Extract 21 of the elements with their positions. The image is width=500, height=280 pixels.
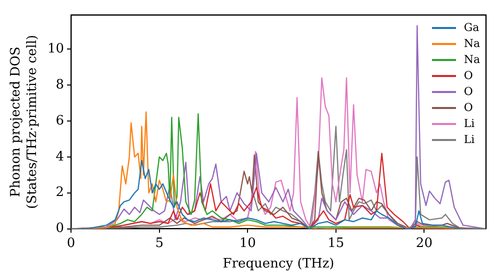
legend-label: Li <box>464 116 475 132</box>
legend-label: Na <box>464 52 480 68</box>
x-tick-label: 10 <box>239 236 256 251</box>
y-axis-title: Phonon projected DOS (States/THz·primitive cell) <box>8 34 40 209</box>
legend-label: Ga <box>464 20 480 36</box>
x-tick-label: 0 <box>66 236 76 251</box>
y-tick-label: 8 <box>56 77 64 92</box>
legend-label: Na <box>464 36 480 52</box>
legend-label: Li <box>464 132 475 148</box>
y-tick-label: 0 <box>56 221 64 236</box>
x-axis-title: Frequency (THz) <box>222 256 334 272</box>
legend-label: O <box>464 68 473 84</box>
y-tick-label: 6 <box>56 113 64 128</box>
y-tick-label: 10 <box>47 42 64 57</box>
y-tick-label: 4 <box>56 149 64 164</box>
x-tick-label: 15 <box>328 236 344 251</box>
x-tick-label: 5 <box>155 236 164 251</box>
y-tick-label: 2 <box>56 185 64 200</box>
legend-label: O <box>464 84 473 100</box>
x-tick-label: 20 <box>416 236 432 251</box>
legend-label: O <box>464 100 473 116</box>
